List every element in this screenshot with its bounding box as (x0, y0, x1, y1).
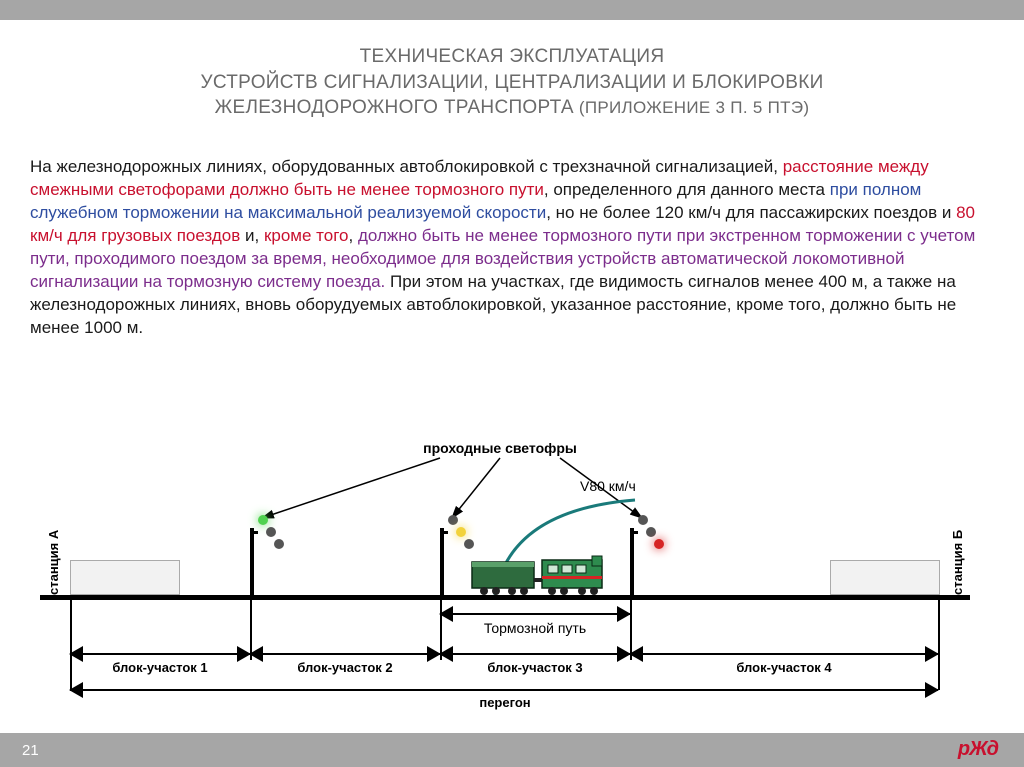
top-bar (0, 0, 1024, 20)
block-label: блок-участок 3 (440, 660, 630, 675)
text-segment: , (348, 226, 357, 245)
text-segment: кроме того (264, 226, 349, 245)
signal-head (254, 515, 288, 551)
rzd-logo: рЖд (958, 738, 998, 761)
body-paragraph: На железнодорожных линиях, оборудованных… (30, 156, 994, 340)
signal-lamp (654, 539, 664, 549)
signalling-diagram: проходные светофры V80 км/ч станция А ст… (40, 440, 970, 710)
station-a-label: станция А (46, 530, 61, 595)
title-line2: УСТРОЙСТВ СИГНАЛИЗАЦИИ, ЦЕНТРАЛИЗАЦИИ И … (0, 70, 1024, 96)
station-a-box (70, 560, 180, 595)
signal-lamp (274, 539, 284, 549)
text-segment: , определенного для данного места (544, 180, 830, 199)
train-icon (470, 554, 610, 601)
page-number: 21 (22, 742, 39, 759)
footer-bar: 21 рЖд (0, 733, 1024, 767)
signal-lamp (456, 527, 466, 537)
block-label: блок-участок 4 (630, 660, 938, 675)
text-segment: и, (240, 226, 264, 245)
title-line3-suffix: (ПРИЛОЖЕНИЕ 3 П. 5 ПТЭ) (574, 98, 809, 117)
signal-head (444, 515, 478, 551)
signal-lamp (638, 515, 648, 525)
signal-lamp (266, 527, 276, 537)
signal-lamp (258, 515, 268, 525)
title-line3: ЖЕЛЕЗНОДОРОЖНОГО ТРАНСПОРТА (215, 97, 574, 118)
text-segment: На железнодорожных линиях, оборудованных… (30, 157, 783, 176)
span-label: перегон (460, 695, 550, 710)
block-label: блок-участок 1 (70, 660, 250, 675)
text-segment: , но не более 120 км/ч для пассажирских … (546, 203, 956, 222)
span-tick-r (938, 600, 940, 690)
block-label: блок-участок 2 (250, 660, 440, 675)
title-line1: ТЕХНИЧЕСКАЯ ЭКСПЛУАТАЦИЯ (0, 44, 1024, 70)
station-b-box (830, 560, 940, 595)
signal-lamp (646, 527, 656, 537)
signal-head (634, 515, 668, 551)
signal-lamp (448, 515, 458, 525)
page-title: ТЕХНИЧЕСКАЯ ЭКСПЛУАТАЦИЯ УСТРОЙСТВ СИГНА… (0, 44, 1024, 121)
span-tick-l (70, 600, 72, 690)
signal-lamp (464, 539, 474, 549)
station-b-label: станция Б (950, 530, 965, 595)
braking-label: Тормозной путь (460, 620, 610, 636)
